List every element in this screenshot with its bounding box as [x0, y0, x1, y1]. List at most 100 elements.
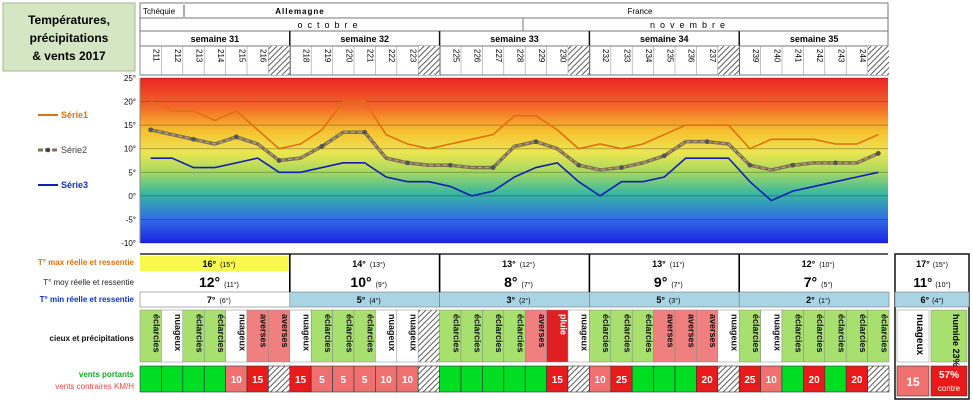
sky-label: éclarcies [751, 314, 761, 353]
wind-cell [439, 365, 462, 393]
wind-value: 20 [809, 375, 821, 386]
series-point [875, 151, 881, 156]
series-line-serie3 [150, 157, 879, 202]
legend-label: Série2 [61, 145, 87, 155]
week-moy-temp: 8° (7°) [504, 274, 533, 290]
wind-value: 10 [766, 375, 778, 386]
row-label-max: T° max réelle et ressentie [38, 258, 135, 267]
sky-label: éclarcies [344, 314, 354, 353]
sky-label: nuageux [387, 314, 397, 351]
row-label-wind-contraires: vents contraires KM/H [55, 382, 134, 391]
week-moy-temp: 9° (7°) [654, 274, 683, 290]
week-moy-temp: 7° (5°) [804, 274, 833, 290]
day-label: 218 [302, 49, 311, 63]
title-line-3: & vents 2017 [32, 49, 106, 63]
row-label-wind-portants: vents portants [79, 370, 135, 379]
day-label: 226 [473, 49, 482, 63]
summary-max: 17° (15°) [916, 259, 948, 269]
sky-label: nuageux [173, 314, 183, 351]
summary-wind: 15 [906, 375, 920, 389]
day-label: 225 [451, 49, 460, 63]
sky-label: éclarcies [451, 314, 461, 353]
week-label: semaine 31 [191, 34, 240, 44]
sky-label: nuageux [772, 314, 782, 351]
summary-contre-pct: 57% [939, 370, 959, 381]
summary-contre-label: contre [938, 384, 961, 393]
sky-label: éclarcies [323, 314, 333, 353]
title-line-1: Températures, [28, 13, 110, 27]
series-point [233, 134, 239, 140]
y-tick-label: -5° [126, 215, 136, 224]
sky-label: éclarcies [815, 314, 825, 353]
sky-label: éclarcies [216, 314, 226, 353]
summary-humidity: humide 23% [951, 314, 961, 367]
day-label: 241 [794, 49, 803, 63]
day-label: 214 [216, 49, 225, 63]
wind-cell [417, 365, 440, 393]
wind-cell [653, 365, 676, 393]
week-max-temp: 14° (13°) [352, 259, 385, 269]
row-label-sky: cieux et précipitations [50, 334, 135, 343]
series-line-serie2-dash [150, 129, 879, 171]
temperature-background [140, 78, 888, 243]
sky-label: nuageux [580, 314, 590, 351]
sky-label: éclarcies [516, 314, 526, 353]
title-box [2, 2, 136, 72]
day-label: 216 [259, 49, 268, 63]
sky-label: éclarcies [195, 314, 205, 353]
y-tick-label: -10° [121, 239, 136, 248]
sky-label: averses [687, 314, 697, 348]
week-moy-temp: 10° (9°) [350, 274, 387, 290]
series-point [533, 139, 539, 145]
wind-value: 5 [319, 375, 325, 386]
series-point [790, 162, 796, 168]
wind-cell [524, 365, 547, 393]
sky-label: éclarcies [644, 314, 654, 353]
summary-frame [894, 253, 970, 400]
day-label: 243 [837, 49, 846, 63]
calendar-header: Tchéquie Allemagne France octobre novembre se… [139, 2, 889, 76]
sky-label: averses [708, 314, 718, 348]
day-label: 233 [623, 49, 632, 63]
y-tick-label: 20° [124, 98, 136, 107]
day-label: 219 [323, 49, 332, 63]
y-tick-label: 15° [124, 121, 136, 130]
wind-cell [674, 365, 697, 393]
sky-label: nuageux [409, 314, 419, 351]
week-min-temp: 5° (3°) [656, 295, 680, 305]
max-highlight [140, 256, 290, 271]
y-tick-label: 25° [124, 74, 136, 83]
y-axis: 25° 20° 15° 10° 5° 0° -5° -10° [121, 74, 141, 248]
y-tick-label: 0° [128, 192, 136, 201]
summary-min-cell [894, 291, 970, 308]
week-min-temp: 7° (6°) [207, 295, 231, 305]
day-label: 237 [708, 49, 717, 63]
wind-cell [717, 365, 740, 393]
day-label: 234 [644, 49, 653, 63]
wind-cell [161, 365, 184, 393]
series-point [276, 158, 282, 163]
sky-label: éclarcies [473, 314, 483, 353]
wind-value: 10 [381, 375, 393, 386]
wind-value: 15 [295, 375, 307, 386]
series-point [704, 139, 710, 145]
sky-label: éclarcies [794, 314, 804, 353]
summary-sky: nuageux [914, 314, 925, 356]
wind-cell [182, 365, 205, 393]
summary-wind-cell [896, 365, 930, 397]
series-line-serie1 [150, 100, 879, 150]
summary-moy: 11° (10°) [913, 275, 950, 290]
day-label: 240 [772, 49, 781, 63]
wind-value: 5 [362, 375, 368, 386]
wind-value: 10 [595, 375, 607, 386]
week-min-temp: 5° (4°) [357, 295, 381, 305]
wind-cell [482, 365, 505, 393]
series-point [319, 143, 325, 149]
day-label: 235 [665, 49, 674, 63]
day-label: 212 [173, 49, 182, 63]
day-label: 242 [815, 49, 824, 63]
summary-min: 6° (4°) [921, 295, 944, 305]
sky-label: averses [665, 314, 675, 348]
